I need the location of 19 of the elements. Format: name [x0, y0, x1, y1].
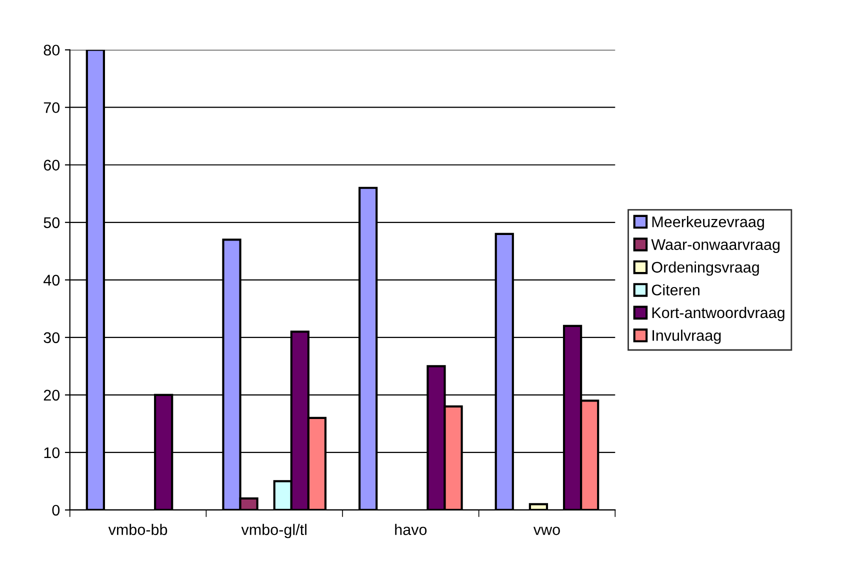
x-tick-label: vmbo-bb: [108, 524, 168, 536]
legend-label: Ordeningsvraag: [652, 261, 759, 276]
y-tick-label: 30: [44, 332, 60, 344]
x-tick-label: havo: [395, 524, 427, 536]
y-tick-label: 0: [52, 504, 60, 516]
legend-label: Invulvraag: [652, 330, 721, 344]
y-tick-label: 20: [44, 390, 60, 401]
y-tick-label: 10: [44, 447, 60, 458]
legend-label: Kort-antwoordvraag: [652, 306, 784, 322]
x-tick-label: vmbo-gl/tl: [241, 524, 306, 538]
y-tick-label: 50: [44, 217, 60, 228]
y-tick-label: 80: [44, 44, 60, 56]
x-tick-label: vwo: [533, 526, 560, 536]
y-tick-label: 70: [44, 102, 60, 114]
legend-label: Waar-onwaarvraag: [651, 239, 780, 253]
legend-label: Citeren: [652, 284, 700, 296]
y-tick-label: 60: [44, 160, 60, 171]
y-tick-label: 40: [44, 274, 60, 286]
legend-label: Meerkeuzevraag: [652, 216, 764, 230]
